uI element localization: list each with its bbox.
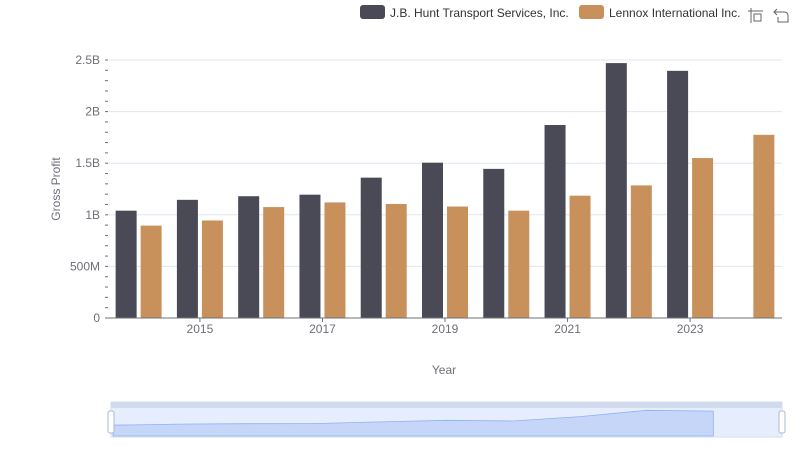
- x-tick-label: 2019: [432, 322, 459, 336]
- bar-jb-hunt-2021[interactable]: [544, 125, 566, 319]
- legend[interactable]: J.B. Hunt Transport Services, Inc. Lenno…: [360, 5, 740, 20]
- x-axis-title: Year: [432, 363, 456, 377]
- bar-lennox-2018[interactable]: [385, 203, 407, 318]
- bar-jb-hunt-2023[interactable]: [667, 70, 689, 318]
- bar-lennox-2015[interactable]: [201, 220, 223, 318]
- toolbox[interactable]: [748, 8, 789, 23]
- legend-swatch-lennox: [579, 5, 604, 19]
- bar-lennox-2023[interactable]: [692, 158, 714, 318]
- restore-icon[interactable]: [773, 8, 789, 23]
- legend-item-lennox[interactable]: Lennox International Inc.: [579, 5, 740, 20]
- bar-jb-hunt-2016[interactable]: [238, 196, 260, 318]
- bar-jb-hunt-2017[interactable]: [299, 194, 321, 318]
- zoom-icon[interactable]: [748, 8, 763, 23]
- x-tick-label: 2017: [309, 322, 336, 336]
- bar-lennox-2020[interactable]: [508, 210, 530, 318]
- y-tick-label: 500M: [70, 259, 100, 273]
- legend-item-jb-hunt[interactable]: J.B. Hunt Transport Services, Inc.: [360, 5, 569, 20]
- bar-jb-hunt-2019[interactable]: [422, 162, 443, 318]
- legend-label-lennox: Lennox International Inc.: [609, 6, 740, 20]
- y-axis: 0 500M 1B 1.5B 2B 2.5B: [70, 53, 108, 325]
- bar-jb-hunt-2020[interactable]: [483, 168, 505, 318]
- x-tick-label: 2015: [187, 322, 214, 336]
- x-axis: 2015 2017 2019 2021 2023: [108, 317, 782, 336]
- y-axis-title: Gross Profit: [49, 157, 63, 221]
- y-tick-label: 2.5B: [75, 53, 100, 67]
- bar-jb-hunt-2015[interactable]: [176, 199, 198, 318]
- legend-label-jb-hunt: J.B. Hunt Transport Services, Inc.: [390, 6, 569, 20]
- x-tick-label: 2021: [554, 322, 581, 336]
- bar-lennox-2016[interactable]: [263, 207, 285, 318]
- bar-lennox-2019[interactable]: [447, 206, 468, 318]
- y-tick-label: 2B: [85, 105, 100, 119]
- bars: [115, 63, 775, 319]
- bar-lennox-2021[interactable]: [569, 195, 591, 318]
- bar-lennox-2014[interactable]: [140, 225, 162, 318]
- bar-jb-hunt-2018[interactable]: [360, 177, 382, 318]
- x-tick-label: 2023: [677, 322, 704, 336]
- data-zoom-top-bar[interactable]: [111, 402, 782, 408]
- bar-lennox-2022[interactable]: [630, 185, 652, 318]
- y-tick-label: 1B: [85, 208, 100, 222]
- y-tick-label: 1.5B: [75, 156, 100, 170]
- bar-lennox-2024[interactable]: [753, 134, 775, 318]
- bar-lennox-2017[interactable]: [324, 202, 346, 318]
- bar-jb-hunt-2014[interactable]: [115, 210, 137, 318]
- data-zoom-handle-left[interactable]: [107, 410, 115, 434]
- data-zoom-handle-right[interactable]: [778, 410, 786, 434]
- y-tick-label: 0: [93, 311, 100, 325]
- bar-jb-hunt-2022[interactable]: [605, 63, 627, 318]
- data-zoom-preview-area: [112, 409, 714, 437]
- data-zoom-slider[interactable]: [107, 401, 786, 438]
- legend-swatch-jb-hunt: [360, 5, 385, 19]
